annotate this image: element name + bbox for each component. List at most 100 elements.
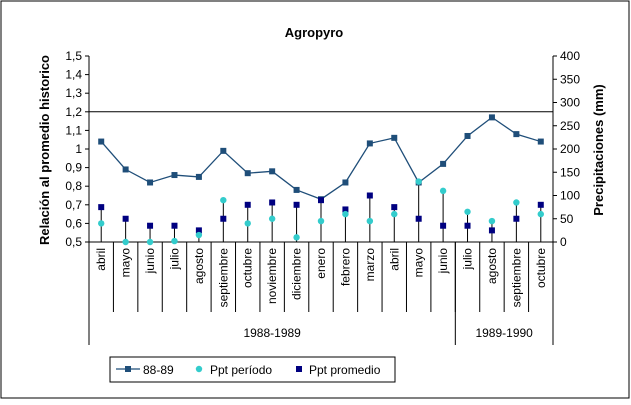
y-tick-label: 0,5: [65, 235, 82, 249]
point-ppt-promedio: [513, 215, 520, 222]
y-tick-label: 1,1: [65, 123, 82, 137]
point-ppt-periodo: [98, 220, 105, 227]
x-tick-label: julio: [461, 248, 475, 271]
y2-tick-label: 100: [560, 189, 580, 203]
point-88-89: [391, 134, 398, 141]
y2-tick-label: 50: [560, 212, 574, 226]
chart-title: Agropyro: [285, 25, 344, 40]
point-ppt-promedio: [122, 215, 129, 222]
legend-marker-88-89: [125, 366, 131, 372]
point-ppt-promedio: [537, 201, 544, 208]
point-88-89: [537, 138, 544, 145]
point-ppt-promedio: [147, 222, 154, 229]
point-ppt-periodo: [220, 196, 227, 204]
y-axis-label: Relación al promedio historico: [37, 55, 52, 245]
point-88-89: [440, 160, 447, 167]
group-label: 1989-1990: [475, 326, 533, 340]
y-tick-label: 0,6: [65, 216, 82, 230]
legend-box: [109, 356, 396, 383]
point-ppt-promedio: [464, 222, 471, 229]
point-88-89: [342, 179, 349, 186]
point-88-89: [98, 138, 105, 145]
x-tick-label: abril: [94, 248, 108, 271]
x-tick-label: abril: [387, 248, 401, 271]
group-label: 1988-1989: [243, 326, 301, 340]
point-88-89: [488, 114, 495, 121]
y-tick-label: 0,9: [65, 161, 82, 175]
point-ppt-periodo: [537, 210, 544, 218]
point-ppt-promedio: [269, 199, 276, 206]
point-ppt-periodo: [342, 210, 349, 218]
y2-tick-label: 0: [560, 235, 567, 249]
point-ppt-promedio: [220, 215, 227, 222]
x-tick-label: octubre: [241, 248, 255, 288]
point-88-89: [244, 170, 251, 177]
legend-label-ppt-promedio: Ppt promedio: [309, 363, 381, 377]
point-88-89: [195, 173, 202, 180]
point-ppt-periodo: [317, 217, 325, 225]
point-ppt-promedio: [415, 215, 422, 222]
legend-marker-ppt-periodo: [195, 365, 203, 373]
point-ppt-periodo: [122, 238, 129, 246]
point-ppt-promedio: [171, 222, 178, 229]
legend-label-88-89: 88-89: [143, 363, 174, 377]
point-ppt-periodo: [146, 238, 154, 246]
x-tick-label: octubre: [534, 248, 548, 288]
point-88-89: [293, 186, 300, 193]
point-88-89: [513, 131, 520, 138]
point-88-89: [366, 140, 373, 147]
point-ppt-periodo: [439, 187, 447, 195]
y2-tick-label: 200: [560, 142, 580, 156]
y2-tick-label: 250: [560, 119, 580, 133]
point-ppt-promedio: [488, 227, 495, 234]
y2-tick-label: 300: [560, 96, 580, 110]
y2-tick-label: 150: [560, 165, 580, 179]
point-ppt-promedio: [440, 222, 447, 229]
x-tick-label: mayo: [119, 248, 133, 278]
point-ppt-periodo: [244, 220, 251, 227]
y-tick-label: 0,8: [65, 179, 82, 193]
point-ppt-periodo: [391, 210, 398, 218]
x-tick-label: julio: [167, 248, 181, 271]
y-tick-label: 0,7: [65, 198, 82, 212]
point-ppt-promedio: [318, 197, 324, 204]
x-tick-label: junio: [436, 248, 450, 275]
y-tick-label: 1,5: [65, 49, 82, 63]
x-tick-label: noviembre: [265, 248, 279, 304]
legend-marker-ppt-promedio: [296, 366, 302, 372]
x-tick-label: febrero: [338, 248, 352, 286]
y2-axis-label: Precipitaciones (mm): [591, 84, 606, 216]
point-ppt-periodo: [293, 234, 300, 241]
y-tick-label: 1,3: [65, 86, 82, 100]
point-ppt-promedio: [342, 206, 349, 213]
point-ppt-promedio: [195, 227, 202, 234]
point-ppt-periodo: [464, 208, 471, 215]
y2-tick-label: 350: [560, 72, 580, 86]
point-ppt-periodo: [366, 217, 374, 225]
point-88-89: [220, 147, 227, 154]
x-tick-label: marzo: [363, 248, 377, 282]
x-tick-label: agosto: [192, 248, 206, 284]
x-tick-label: agosto: [485, 248, 499, 284]
point-ppt-periodo: [513, 199, 520, 206]
point-88-89: [171, 172, 178, 179]
point-ppt-promedio: [293, 201, 300, 208]
point-ppt-promedio: [98, 204, 105, 211]
point-88-89: [464, 132, 471, 139]
y-tick-label: 1: [75, 142, 82, 156]
legend-label-ppt-periodo: Ppt período: [210, 363, 272, 377]
point-ppt-promedio: [391, 204, 398, 211]
y-tick-label: 1,4: [65, 68, 82, 82]
x-tick-label: septiembre: [509, 248, 523, 308]
point-ppt-periodo: [488, 217, 496, 225]
plot-area: 0,5 0,6 0,7 0,8 0,9 1 1,1 1,2 1,3 1,4 1,5 0 50 100 150…: [65, 49, 580, 345]
point-88-89: [147, 179, 154, 186]
point-88-89: [269, 168, 276, 175]
point-ppt-periodo: [268, 215, 276, 222]
point-ppt-promedio: [366, 192, 373, 199]
y2-tick-label: 400: [560, 49, 580, 63]
x-tick-label: septiembre: [216, 248, 230, 308]
